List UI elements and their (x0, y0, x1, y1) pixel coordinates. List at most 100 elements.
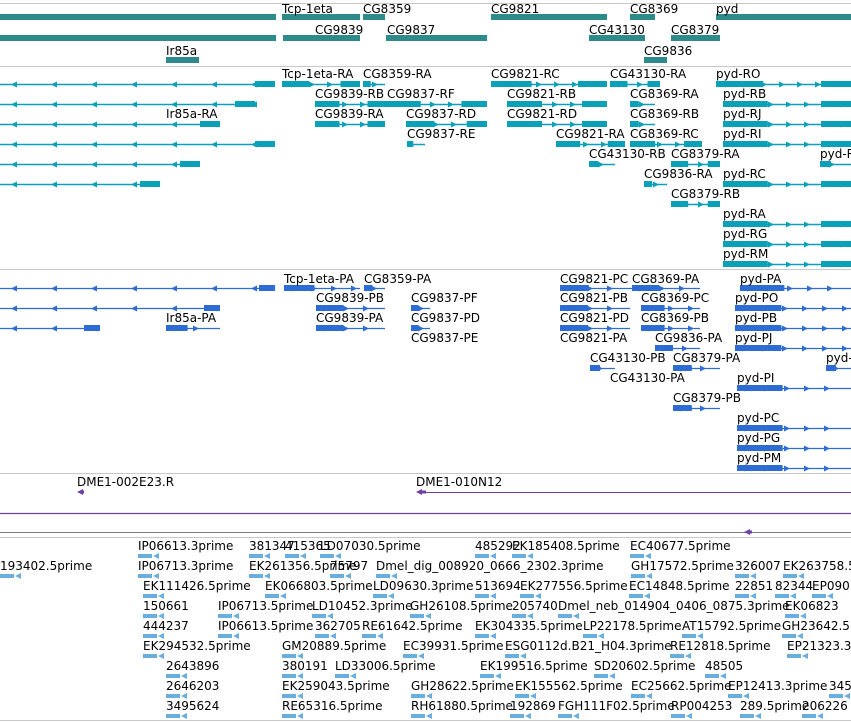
feature-ek294532-5prime[interactable] (143, 653, 164, 659)
feature-ek199516-5prime-read[interactable] (480, 674, 494, 678)
feature-cg9837-re-exon[interactable] (407, 141, 414, 147)
feature-cg8379-rb-exon[interactable] (671, 201, 689, 207)
feature-cg43130-bar[interactable] (589, 35, 645, 41)
feature-rh61880-5prime[interactable] (411, 713, 432, 719)
feature-ip06713-5prime-read[interactable] (218, 614, 232, 618)
feature-cg9821-rc-exon[interactable] (491, 81, 532, 87)
feature-ir85a-bar[interactable] (166, 57, 199, 63)
feature-at15792-5prime-read[interactable] (682, 634, 696, 638)
track-transcripts-feature-exon[interactable] (255, 141, 275, 147)
feature-re61642-5prime-read[interactable] (362, 634, 376, 638)
track-transcripts-feature[interactable] (0, 181, 160, 188)
feature-ip06613-3prime-read[interactable] (138, 554, 152, 558)
feature-cg9836[interactable] (644, 57, 667, 63)
feature-cg9837-rd-exon[interactable] (466, 121, 487, 127)
feature-cg9821-pc[interactable] (560, 285, 632, 292)
feature-ld33006-5prime-read[interactable] (335, 674, 349, 678)
feature-pyd-pb[interactable] (735, 325, 851, 332)
track-transcripts-feature-exon[interactable] (180, 161, 200, 167)
feature-cg43130-ra-exon[interactable] (647, 81, 661, 87)
feature-ep21323-3[interactable] (787, 653, 808, 659)
feature-ld10452-3prime-read[interactable] (312, 614, 326, 618)
feature-re65316-5prime-read[interactable] (282, 714, 296, 718)
feature-ec14848-5prime[interactable] (629, 593, 650, 599)
feature-cg9839-pb-cds[interactable] (316, 305, 344, 311)
feature-ek111426-5prime[interactable] (143, 593, 164, 599)
feature-2646203-read[interactable] (166, 694, 180, 698)
track-proteins-feature-cds[interactable] (84, 325, 100, 331)
feature-513694-read[interactable] (475, 594, 489, 598)
feature-cg9836-ra[interactable] (644, 181, 667, 188)
feature-345-read[interactable] (829, 694, 843, 698)
feature-cg8369-bar[interactable] (630, 14, 655, 20)
feature-pyd[interactable] (716, 14, 851, 20)
feature-pyd-pi[interactable] (737, 385, 851, 392)
track-transcripts-feature-exon[interactable] (255, 81, 275, 87)
feature-pyd-po-cds[interactable] (735, 305, 782, 311)
feature-pyd-rc-exon[interactable] (723, 181, 768, 187)
feature-re61642-5prime[interactable] (362, 633, 383, 639)
feature-ek155562-5prime-read[interactable] (515, 694, 529, 698)
feature-pyd-pb-cds[interactable] (735, 325, 782, 331)
feature-sd20602-5prime[interactable] (594, 673, 615, 679)
feature-2643896-read[interactable] (166, 674, 180, 678)
feature-pyd-rb[interactable] (723, 101, 851, 108)
feature-cg9837-pf-cds[interactable] (411, 305, 419, 311)
feature-ld09630-3prime[interactable] (373, 593, 394, 599)
feature-cg9837-rd-exon[interactable] (406, 121, 435, 127)
feature-ek066803-5prime[interactable] (265, 593, 286, 599)
feature-485292-read[interactable] (475, 554, 489, 558)
feature-pyd-ro-exon[interactable] (716, 81, 764, 87)
feature-cg9821-rd-exon[interactable] (582, 121, 607, 127)
feature-cg9821-pd-cds[interactable] (560, 325, 588, 331)
feature-gh26108-5prime[interactable] (410, 613, 431, 619)
feature-cg9839-rb-exon[interactable] (367, 101, 386, 107)
feature-pyd-pi-cds[interactable] (737, 385, 783, 391)
feature-380191-read[interactable] (282, 674, 296, 678)
feature-pyd-pc-cds[interactable] (737, 425, 783, 431)
feature-gh26108-5prime-read[interactable] (410, 614, 424, 618)
feature-362705[interactable] (315, 633, 336, 639)
feature-cg9837-rf-exon[interactable] (461, 101, 488, 107)
feature-cg9837[interactable] (386, 35, 487, 41)
feature-pyd-pg[interactable] (737, 445, 851, 452)
feature-2643896[interactable] (166, 673, 187, 679)
feature-pyd-pm[interactable] (737, 465, 851, 472)
feature-cg8379-pa[interactable] (673, 365, 720, 372)
feature-cg9836-ra-exon[interactable] (644, 181, 653, 187)
feature-150661[interactable] (143, 613, 164, 619)
feature-cg8359-pa-cds[interactable] (364, 285, 373, 291)
feature-cg9821-ra[interactable] (556, 141, 625, 148)
feature-pyd-ri[interactable] (723, 141, 851, 148)
feature-380191[interactable] (282, 673, 303, 679)
feature-192869-read[interactable] (510, 714, 524, 718)
feature-pyd-ra-exon[interactable] (821, 221, 851, 227)
feature-3495624-read[interactable] (166, 714, 180, 718)
feature-ep12413-3prime-read[interactable] (728, 694, 742, 698)
feature-dmel-dig-008920-0666-2302-3prime-read[interactable] (376, 574, 390, 578)
feature-cg8379-ra[interactable] (671, 161, 720, 168)
feature-362705-read[interactable] (315, 634, 329, 638)
feature-gh17572-5prime-read[interactable] (631, 574, 645, 578)
feature-cg9839-pb[interactable] (316, 305, 385, 312)
feature-dme1-002e23-r[interactable] (77, 489, 84, 495)
feature-cg8369-rb-exon[interactable] (630, 121, 639, 127)
feature-ec25662-5prime-read[interactable] (631, 694, 645, 698)
feature-cg8369-pc[interactable] (641, 305, 700, 312)
feature-tcp-1eta-bar[interactable] (282, 14, 360, 20)
feature-ld07030-5prime[interactable] (320, 553, 341, 559)
feature-444237[interactable] (143, 633, 164, 639)
track-transcripts-feature[interactable] (0, 81, 275, 88)
feature-fgh111f02-5prime-read[interactable] (558, 714, 572, 718)
feature-cg9821-bar[interactable] (491, 14, 607, 20)
feature-ld33006-5prime[interactable] (335, 673, 356, 679)
feature-pyd-ro[interactable] (716, 81, 851, 88)
feature-cg8379-rb[interactable] (671, 201, 720, 208)
feature-cg8379-ra-exon[interactable] (707, 161, 720, 167)
feature-cg9839-ra[interactable] (315, 121, 385, 128)
feature-ek185408-5prime[interactable] (512, 553, 533, 559)
feature-pyd-bar[interactable] (716, 14, 851, 20)
feature-pyd-ra-exon[interactable] (723, 221, 768, 227)
feature-tcp-1eta[interactable] (282, 14, 360, 20)
feature-pyd-pg-cds[interactable] (737, 445, 783, 451)
